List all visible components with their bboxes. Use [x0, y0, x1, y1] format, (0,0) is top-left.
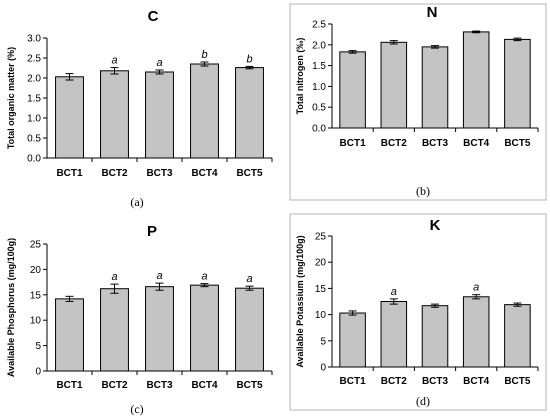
- y-tick-label: 10: [30, 316, 42, 327]
- y-tick-label: 0.0: [312, 124, 326, 135]
- chart-panel-p: P Available Phosphorus (mg/100g) 0 5 10 15 20 2…: [6, 223, 273, 391]
- x-tick-label: BCT2: [381, 138, 408, 149]
- y-tick-label: 0: [320, 363, 326, 374]
- chart-panel-n: N Total nitrogen (‰) 0.0 0.5 1.0 1.5 2.0 2.5 BCT…: [295, 4, 539, 149]
- x-tick-label: BCT4: [463, 138, 490, 149]
- bar-bct4: [462, 31, 490, 129]
- bar-bct4: [190, 284, 219, 372]
- x-tick-label: BCT4: [191, 380, 218, 391]
- x-tick-label: BCT5: [504, 376, 531, 387]
- bar-bct1: [339, 312, 366, 368]
- significance-label: a: [156, 57, 162, 69]
- significance-label: b: [201, 49, 207, 61]
- x-tick-label: BCT3: [422, 376, 449, 387]
- significance-label: b: [246, 53, 252, 65]
- chart-title: N: [427, 4, 438, 21]
- y-tick-label: 15: [315, 284, 327, 295]
- x-tick-label: BCT3: [146, 380, 173, 391]
- x-tick-label: BCT5: [504, 138, 531, 149]
- y-axis-label: Available Phosphorus (mg/100g): [6, 238, 16, 377]
- x-tick-label: BCT4: [191, 168, 218, 179]
- significance-label: a: [473, 282, 479, 294]
- bar-bct4: [190, 63, 219, 159]
- y-tick-label: 1.5: [312, 61, 326, 72]
- bar-bct3: [421, 305, 449, 368]
- bar-bct2: [100, 288, 129, 372]
- x-tick-label: BCT1: [340, 138, 367, 149]
- y-tick-label: 2.5: [312, 20, 326, 31]
- bar-bct1: [55, 298, 84, 372]
- y-tick-label: 0.0: [27, 154, 41, 165]
- chart-title: C: [148, 8, 159, 25]
- x-tick-label: BCT3: [146, 168, 173, 179]
- y-axis-label: Total organic matter (%): [6, 47, 16, 149]
- x-tick-label: BCT1: [56, 380, 83, 391]
- bar-bct4: [462, 296, 490, 368]
- y-tick-label: 25: [315, 232, 327, 243]
- x-tick-label: BCT2: [101, 168, 128, 179]
- y-tick-label: 10: [315, 310, 327, 321]
- y-tick-label: 0.5: [312, 103, 326, 114]
- bar-bct5: [504, 38, 531, 129]
- bar-bct3: [145, 286, 174, 372]
- chart-panel-c: C Total organic matter (%) 0.0 0.5 1.0 1.5 2.0…: [6, 8, 273, 179]
- caption-b: (b): [416, 184, 430, 198]
- bar-bct2: [380, 301, 408, 368]
- bar-bct3: [145, 71, 174, 159]
- y-tick-label: 20: [30, 265, 42, 276]
- y-axis-label: Total nitrogen (‰): [295, 38, 305, 115]
- x-tick-label: BCT1: [56, 168, 83, 179]
- significance-label: a: [156, 270, 162, 282]
- significance-label: a: [201, 271, 207, 283]
- x-tick-label: BCT4: [463, 376, 490, 387]
- y-tick-label: 20: [315, 258, 327, 269]
- bar-bct1: [339, 51, 366, 129]
- x-tick-label: BCT2: [381, 376, 408, 387]
- x-tick-label: BCT1: [340, 376, 367, 387]
- y-tick-label: 5: [320, 336, 326, 347]
- chart-title: K: [430, 217, 441, 234]
- y-tick-label: 3.0: [27, 34, 41, 45]
- y-tick-label: 0.5: [27, 134, 41, 145]
- y-tick-label: 1.0: [312, 82, 326, 93]
- significance-label: a: [111, 55, 117, 67]
- panel-frame-b: [289, 3, 547, 201]
- y-tick-label: 2.0: [312, 40, 326, 51]
- x-tick-label: BCT3: [422, 138, 449, 149]
- bar-bct5: [235, 287, 264, 372]
- caption-c: (c): [130, 402, 143, 416]
- panel-frame-d: [289, 213, 547, 411]
- bar-bct1: [55, 76, 84, 159]
- y-tick-label: 0: [35, 367, 41, 378]
- y-tick-label: 15: [30, 290, 42, 301]
- chart-title: P: [147, 223, 157, 240]
- y-tick-label: 25: [30, 240, 42, 251]
- bar-bct5: [504, 304, 531, 368]
- x-tick-label: BCT5: [236, 168, 263, 179]
- x-tick-label: BCT2: [101, 380, 128, 391]
- y-axis-label: Available Potassium (mg/100g): [295, 235, 305, 367]
- caption-d: (d): [416, 394, 430, 408]
- bar-bct2: [100, 70, 129, 159]
- bar-bct3: [421, 46, 449, 129]
- significance-label: a: [111, 271, 117, 283]
- significance-label: a: [246, 273, 252, 285]
- bar-bct5: [235, 67, 264, 159]
- bar-bct2: [380, 41, 408, 129]
- y-tick-label: 1.5: [27, 94, 41, 105]
- chart-panel-k: K Available Potassium (mg/100g) 0 5 10 15 20 25…: [295, 217, 539, 387]
- y-tick-label: 2.0: [27, 74, 41, 85]
- x-tick-label: BCT5: [236, 380, 263, 391]
- y-tick-label: 2.5: [27, 54, 41, 65]
- y-tick-label: 5: [35, 341, 41, 352]
- caption-a: (a): [130, 195, 143, 209]
- y-tick-label: 1.0: [27, 114, 41, 125]
- significance-label: a: [391, 286, 397, 298]
